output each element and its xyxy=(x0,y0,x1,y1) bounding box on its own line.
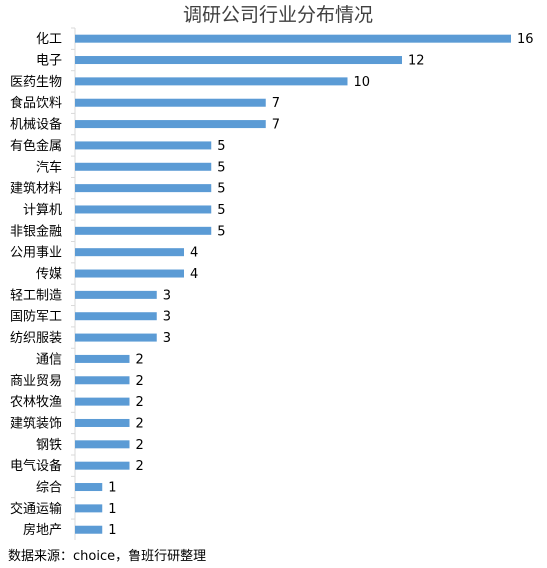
bar xyxy=(75,376,130,385)
bar xyxy=(75,525,103,534)
category-label: 医药生物 xyxy=(10,75,62,90)
category-label: 综合 xyxy=(36,481,62,496)
bar xyxy=(75,56,402,65)
category-label: 电子 xyxy=(36,54,62,69)
category-label: 计算机 xyxy=(23,203,62,218)
category-label: 农林牧渔 xyxy=(10,395,62,410)
category-label: 机械设备 xyxy=(10,117,62,133)
data-label: 5 xyxy=(217,224,225,239)
category-label: 汽车 xyxy=(36,159,62,175)
category-label: 非银金融 xyxy=(10,223,62,239)
category-label: 钢铁 xyxy=(36,438,62,453)
data-label: 1 xyxy=(108,523,116,538)
category-label: 商业贸易 xyxy=(10,374,62,389)
bar xyxy=(75,333,157,342)
category-label: 传媒 xyxy=(36,267,62,282)
bar xyxy=(75,290,157,299)
bar xyxy=(75,461,130,470)
bar xyxy=(75,418,130,427)
data-label: 7 xyxy=(272,96,280,111)
category-label: 通信 xyxy=(36,352,62,367)
source-note: 数据来源：choice，鲁班行研整理 xyxy=(8,549,207,564)
bar xyxy=(75,248,184,257)
data-label: 2 xyxy=(136,416,144,431)
category-label: 有色金属 xyxy=(10,138,62,154)
bar xyxy=(75,354,130,363)
data-label: 5 xyxy=(217,139,225,154)
category-label: 房地产 xyxy=(23,522,62,538)
chart-title: 调研公司行业分布情况 xyxy=(183,4,373,26)
data-label: 1 xyxy=(108,502,116,517)
bar xyxy=(75,77,348,86)
data-label: 5 xyxy=(217,182,225,197)
category-label: 交通运输 xyxy=(10,501,62,517)
bar xyxy=(75,98,266,107)
data-label: 3 xyxy=(163,288,171,303)
bar xyxy=(75,440,130,449)
category-label: 公用事业 xyxy=(10,246,62,261)
bar xyxy=(75,184,212,193)
category-label: 电气设备 xyxy=(10,458,62,474)
data-label: 2 xyxy=(136,459,144,474)
category-label: 纺织服装 xyxy=(10,331,62,346)
data-label: 3 xyxy=(163,310,171,325)
bar xyxy=(75,397,130,406)
category-label: 化工 xyxy=(36,32,62,47)
data-label: 2 xyxy=(136,374,144,389)
bar xyxy=(75,504,103,513)
data-label: 12 xyxy=(408,54,425,69)
category-label: 轻工制造 xyxy=(10,288,62,303)
bar xyxy=(75,162,212,171)
data-label: 2 xyxy=(136,395,144,410)
data-label: 7 xyxy=(272,118,280,133)
category-label: 食品饮料 xyxy=(10,95,62,111)
data-label: 5 xyxy=(217,160,225,175)
category-label: 国防军工 xyxy=(10,309,62,325)
bar xyxy=(75,226,212,235)
data-label: 2 xyxy=(136,438,144,453)
data-label: 16 xyxy=(517,32,534,47)
data-label: 2 xyxy=(136,352,144,367)
data-label: 3 xyxy=(163,331,171,346)
data-label: 4 xyxy=(190,267,198,282)
bar xyxy=(75,141,212,150)
data-label: 5 xyxy=(217,203,225,218)
bar xyxy=(75,269,184,278)
data-label: 1 xyxy=(108,481,116,496)
category-label: 建筑材料 xyxy=(10,181,62,197)
bar xyxy=(75,34,511,43)
data-label: 4 xyxy=(190,246,198,261)
data-label: 10 xyxy=(354,75,371,90)
category-label: 建筑装饰 xyxy=(10,415,62,431)
bar xyxy=(75,120,266,129)
bar xyxy=(75,205,212,214)
bar xyxy=(75,483,103,492)
bar xyxy=(75,312,157,321)
